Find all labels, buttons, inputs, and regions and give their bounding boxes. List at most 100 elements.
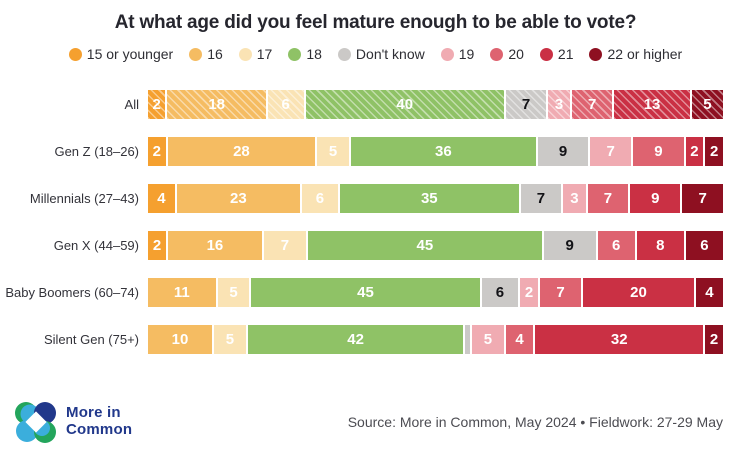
legend-label: 18 bbox=[306, 46, 322, 62]
bar-segment: 2 bbox=[520, 278, 538, 307]
segment-value: 8 bbox=[656, 237, 665, 254]
segment-value: 2 bbox=[152, 96, 161, 113]
segment-value: 2 bbox=[709, 143, 719, 160]
legend-item: 16 bbox=[189, 46, 223, 62]
more-in-common-logo: More in Common bbox=[14, 400, 132, 444]
legend-item: Don't know bbox=[337, 46, 425, 62]
bar-segment: 13 bbox=[614, 90, 690, 119]
legend-item: 17 bbox=[238, 46, 273, 62]
bar-segment: 2 bbox=[148, 90, 166, 119]
segment-value: 4 bbox=[515, 331, 524, 348]
legend-swatch-icon bbox=[589, 47, 603, 61]
segment-value: 2 bbox=[709, 331, 719, 348]
segment-value: 7 bbox=[698, 190, 707, 207]
bar-segment: 5 bbox=[217, 278, 250, 307]
bar-segment: 5 bbox=[213, 325, 246, 354]
legend-swatch-icon bbox=[440, 47, 454, 61]
chart-title: At what age did you feel mature enough t… bbox=[114, 12, 637, 33]
bar-segment: 4 bbox=[148, 184, 175, 213]
legend-label: 15 or younger bbox=[86, 46, 174, 62]
segment-value: 10 bbox=[171, 331, 189, 348]
segment-value: 4 bbox=[705, 284, 714, 301]
segment-value: 18 bbox=[208, 96, 226, 113]
segment-value: 3 bbox=[570, 190, 579, 207]
bar-segment: 6 bbox=[301, 184, 339, 213]
segment-value: 3 bbox=[554, 96, 564, 113]
row-label: Silent Gen (75+) bbox=[43, 332, 139, 347]
legend-swatch-icon bbox=[490, 47, 504, 61]
segment-value: 20 bbox=[630, 284, 647, 301]
bar-segment: 2 bbox=[685, 137, 704, 166]
bar-row: Millennials (27–43) 4 23 6 35 7 3 7 9 7 bbox=[0, 184, 751, 213]
segment-value: 7 bbox=[280, 237, 290, 254]
segment-value: 28 bbox=[233, 143, 250, 160]
segment-value: 13 bbox=[643, 96, 661, 113]
stacked-bar: 2 28 5 36 9 7 9 2 2 bbox=[148, 137, 723, 166]
bar-segment: 6 bbox=[685, 231, 723, 260]
bar-segment: 2 bbox=[705, 325, 723, 354]
bar-segment bbox=[465, 325, 470, 354]
segment-value: 6 bbox=[611, 237, 621, 254]
bar-segment: 40 bbox=[305, 90, 505, 119]
legend-item: 20 bbox=[490, 46, 524, 62]
bar-segment: 35 bbox=[340, 184, 519, 213]
bar-segment: 2 bbox=[705, 137, 723, 166]
bar-segment: 6 bbox=[481, 278, 519, 307]
segment-value: 5 bbox=[703, 96, 712, 113]
legend-label: 17 bbox=[256, 46, 273, 62]
bar-segment: 8 bbox=[636, 231, 684, 260]
bar-row: Gen X (44–59) 2 16 7 45 9 6 8 6 bbox=[0, 231, 751, 260]
segment-value: 23 bbox=[230, 190, 247, 207]
segment-value: 36 bbox=[435, 143, 452, 160]
segment-value: 16 bbox=[206, 237, 224, 254]
segment-value: 2 bbox=[152, 237, 162, 254]
more-in-common-logo-mark bbox=[15, 402, 56, 443]
stacked-bar: 2 16 7 45 9 6 8 6 bbox=[148, 231, 723, 260]
segment-value: 42 bbox=[347, 331, 364, 348]
legend-item: 18 bbox=[288, 46, 322, 62]
bar-segment: 7 bbox=[572, 90, 613, 119]
bar-segment: 9 bbox=[543, 231, 596, 260]
bar-segment: 7 bbox=[505, 90, 547, 119]
segment-value: 5 bbox=[225, 331, 235, 348]
segment-value: 9 bbox=[565, 237, 574, 254]
bar-segment: 2 bbox=[148, 137, 166, 166]
bar-segment: 4 bbox=[695, 278, 723, 307]
stacked-bar-chart: All 2 18 6 40 7 3 7 13 5 Gen Z (18–26) 2 28 5 36 9 7 9 2 2 M… bbox=[0, 90, 751, 354]
segment-value: 40 bbox=[396, 96, 414, 113]
bar-row: All 2 18 6 40 7 3 7 13 5 bbox=[0, 90, 751, 119]
legend-label: 21 bbox=[557, 46, 574, 62]
bar-segment: 28 bbox=[167, 137, 316, 166]
legend-item: 22 or higher bbox=[589, 46, 682, 62]
row-label: Gen Z (18–26) bbox=[54, 144, 139, 159]
segment-value: 6 bbox=[495, 284, 505, 301]
bar-segment: 32 bbox=[535, 325, 704, 354]
bar-row: Silent Gen (75+) 10 5 42 5 4 32 2 bbox=[0, 325, 751, 354]
row-label: Gen X (44–59) bbox=[53, 238, 139, 253]
bar-segment: 5 bbox=[691, 90, 724, 119]
segment-value: 9 bbox=[558, 143, 568, 160]
bar-segment: 7 bbox=[587, 184, 629, 213]
bar-row: Gen Z (18–26) 2 28 5 36 9 7 9 2 2 bbox=[0, 137, 751, 166]
segment-value: 2 bbox=[690, 143, 699, 160]
row-label: All bbox=[124, 97, 139, 112]
bar-segment: 6 bbox=[267, 90, 304, 119]
bar-segment: 4 bbox=[505, 325, 534, 354]
bar-segment: 45 bbox=[251, 278, 480, 307]
legend-swatch-icon bbox=[68, 47, 82, 61]
bar-segment: 20 bbox=[583, 278, 694, 307]
segment-value: 9 bbox=[654, 143, 663, 160]
legend-swatch-icon bbox=[539, 47, 553, 61]
legend-label: Don't know bbox=[355, 46, 425, 62]
more-in-common-logo-text: More in Common bbox=[66, 404, 132, 439]
segment-value: 7 bbox=[606, 143, 615, 160]
legend-item: 15 or younger bbox=[68, 46, 174, 62]
segment-value: 5 bbox=[483, 331, 493, 348]
bar-segment: 42 bbox=[247, 325, 464, 354]
segment-value: 7 bbox=[603, 190, 613, 207]
bar-segment: 9 bbox=[633, 137, 684, 166]
bar-row: Baby Boomers (60–74) 11 5 45 6 2 7 20 4 bbox=[0, 278, 751, 307]
bar-segment: 6 bbox=[597, 231, 635, 260]
stacked-bar: 2 18 6 40 7 3 7 13 5 bbox=[148, 90, 724, 119]
